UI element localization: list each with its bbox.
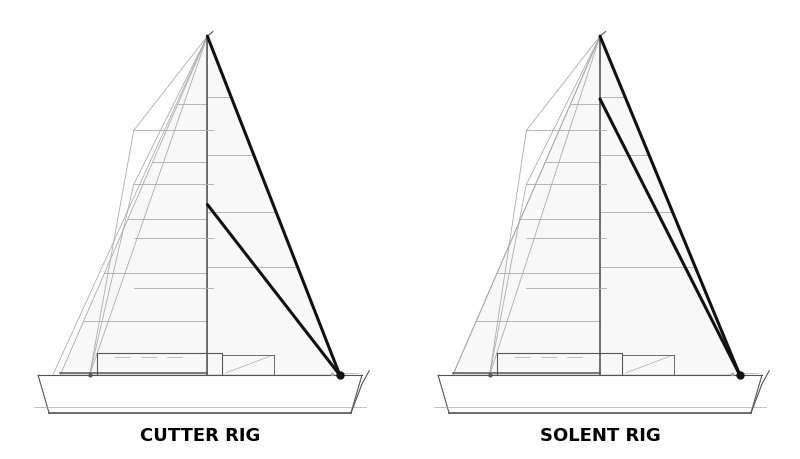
Polygon shape	[60, 36, 207, 375]
Text: CUTTER RIG: CUTTER RIG	[140, 427, 260, 445]
Text: SOLENT RIG: SOLENT RIG	[540, 427, 660, 445]
Polygon shape	[600, 36, 740, 375]
Polygon shape	[453, 36, 600, 375]
Polygon shape	[207, 36, 340, 375]
